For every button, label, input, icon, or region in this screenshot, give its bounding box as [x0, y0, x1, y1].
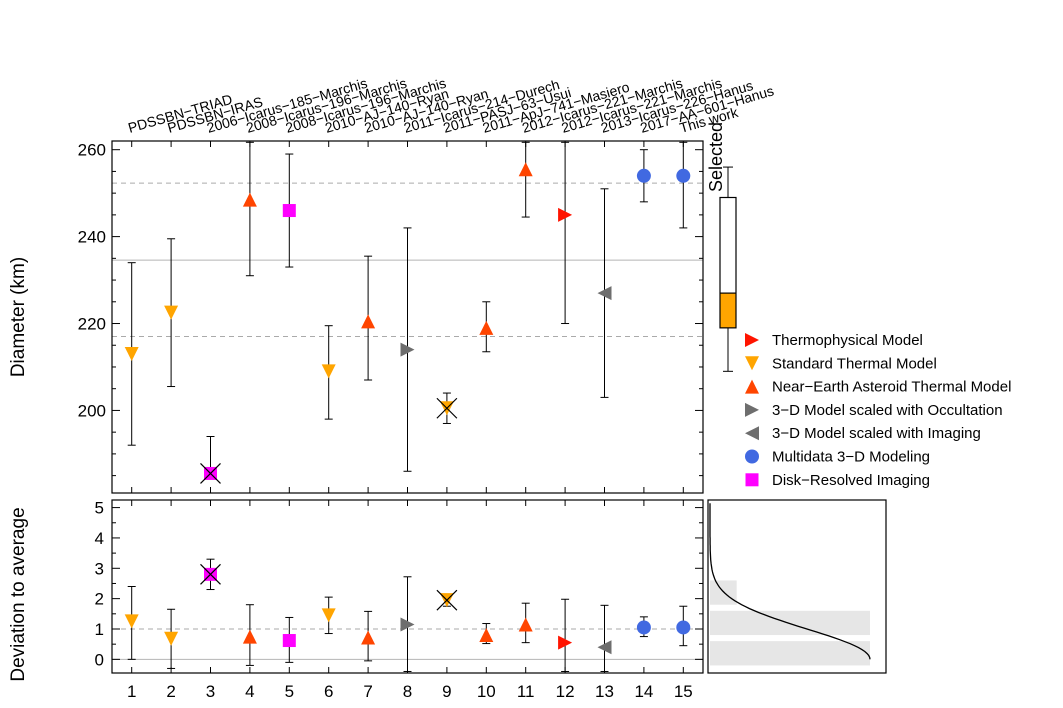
deviation-point-7 — [361, 630, 376, 645]
distribution-curve — [709, 503, 871, 660]
axis-ticks — [112, 141, 703, 673]
legend-symbol-disk — [745, 473, 759, 487]
diameter-ytick-label: 240 — [78, 228, 106, 247]
diameter-point-11 — [518, 162, 533, 177]
deviation-point-1 — [124, 614, 139, 629]
xtick-label: 6 — [324, 682, 333, 701]
xtick-label: 3 — [206, 682, 215, 701]
deviation-point-2 — [164, 631, 179, 646]
diameter-point-2 — [164, 305, 179, 320]
deviation-ytick-label: 5 — [95, 499, 104, 518]
xtick-label: 1 — [127, 682, 136, 701]
diameter-point-5 — [282, 204, 296, 218]
deviation-point-11 — [518, 617, 533, 632]
legend-label-multidata: Multidata 3−D Modeling — [772, 449, 930, 466]
deviation-axis-title: Deviation to average — [8, 507, 29, 681]
selected-boxplot: Selected — [706, 122, 737, 372]
deviation-point-8 — [400, 617, 415, 632]
error-bars — [127, 141, 688, 672]
histogram — [709, 503, 871, 666]
diameter-point-4 — [242, 192, 257, 207]
histogram-panel-frame — [707, 499, 887, 674]
xtick-label: 15 — [674, 682, 693, 701]
deviation-point-14 — [636, 620, 651, 635]
xtick-label: 11 — [517, 682, 535, 701]
legend-label-imaging: 3−D Model scaled with Imaging — [772, 425, 981, 442]
diameter-axis-title: Diameter (km) — [8, 257, 29, 377]
box-outline — [719, 196, 737, 329]
rejected-cross-mark — [200, 563, 221, 585]
diameter-point-1 — [124, 346, 139, 361]
diameter-point-6 — [321, 364, 336, 379]
xtick-label: 2 — [166, 682, 175, 701]
deviation-ytick-label: 3 — [95, 559, 104, 578]
histogram-bar — [710, 610, 870, 636]
legend-label-stm: Standard Thermal Model — [772, 355, 937, 372]
deviation-point-13 — [597, 640, 612, 655]
xtick-label: 10 — [477, 682, 496, 701]
xtick-label: 14 — [634, 682, 653, 701]
legend-symbol-neatm — [745, 379, 759, 394]
legend-label-neatm: Near−Earth Asteroid Thermal Model — [772, 379, 1011, 396]
xtick-label: 9 — [442, 682, 451, 701]
legend-symbol-multidata — [745, 449, 759, 464]
diameter-point-12 — [558, 207, 573, 222]
markers — [124, 162, 691, 655]
histogram-bar — [710, 641, 870, 666]
deviation-ytick-label: 4 — [95, 529, 104, 548]
legend-symbol-stm — [745, 356, 759, 371]
xtick-label: 13 — [595, 682, 614, 701]
deviation-point-12 — [558, 635, 573, 650]
rejected-cross-mark — [436, 589, 458, 611]
legend-label-disk: Disk−Resolved Imaging — [772, 472, 930, 489]
legend-label-occultation: 3−D Model scaled with Occultation — [772, 402, 1003, 419]
diameter-point-8 — [400, 342, 415, 357]
xtick-label: 8 — [403, 682, 412, 701]
selected-label: Selected — [706, 122, 726, 192]
deviation-point-6 — [321, 608, 336, 623]
legend-symbol-tpm — [745, 333, 759, 347]
diameter-point-13 — [597, 286, 612, 301]
deviation-ytick-label: 1 — [95, 620, 104, 639]
deviation-point-15 — [676, 620, 691, 635]
diameter-point-14 — [636, 168, 651, 183]
deviation-point-5 — [282, 634, 296, 648]
panel-frames — [111, 140, 887, 674]
legend-label-tpm: Thermophysical Model — [772, 332, 923, 349]
xtick-label: 12 — [556, 682, 575, 701]
deviation-ytick-label: 2 — [95, 590, 104, 609]
legend: Thermophysical Model Standard Thermal Mod… — [745, 332, 1011, 489]
legend-symbol-occultation — [745, 402, 759, 417]
deviation-point-4 — [242, 629, 257, 644]
deviation-ytick-label: 0 — [95, 650, 104, 669]
histogram-bar — [710, 580, 737, 605]
rejected-cross-mark — [436, 397, 458, 419]
deviation-point-10 — [479, 628, 494, 643]
legend-symbol-imaging — [745, 426, 759, 441]
xtick-label: 5 — [285, 682, 294, 701]
diameter-ytick-label: 260 — [78, 141, 106, 160]
diameter-point-15 — [676, 168, 691, 183]
diameter-point-7 — [361, 314, 376, 329]
xtick-label: 7 — [363, 682, 372, 701]
diameter-ytick-label: 200 — [78, 401, 106, 420]
rejected-cross-mark — [200, 463, 221, 484]
diameter-point-10 — [479, 320, 494, 335]
box-lower-half — [720, 293, 736, 328]
diameter-ytick-label: 220 — [78, 315, 106, 334]
xtick-label: 4 — [245, 682, 254, 701]
